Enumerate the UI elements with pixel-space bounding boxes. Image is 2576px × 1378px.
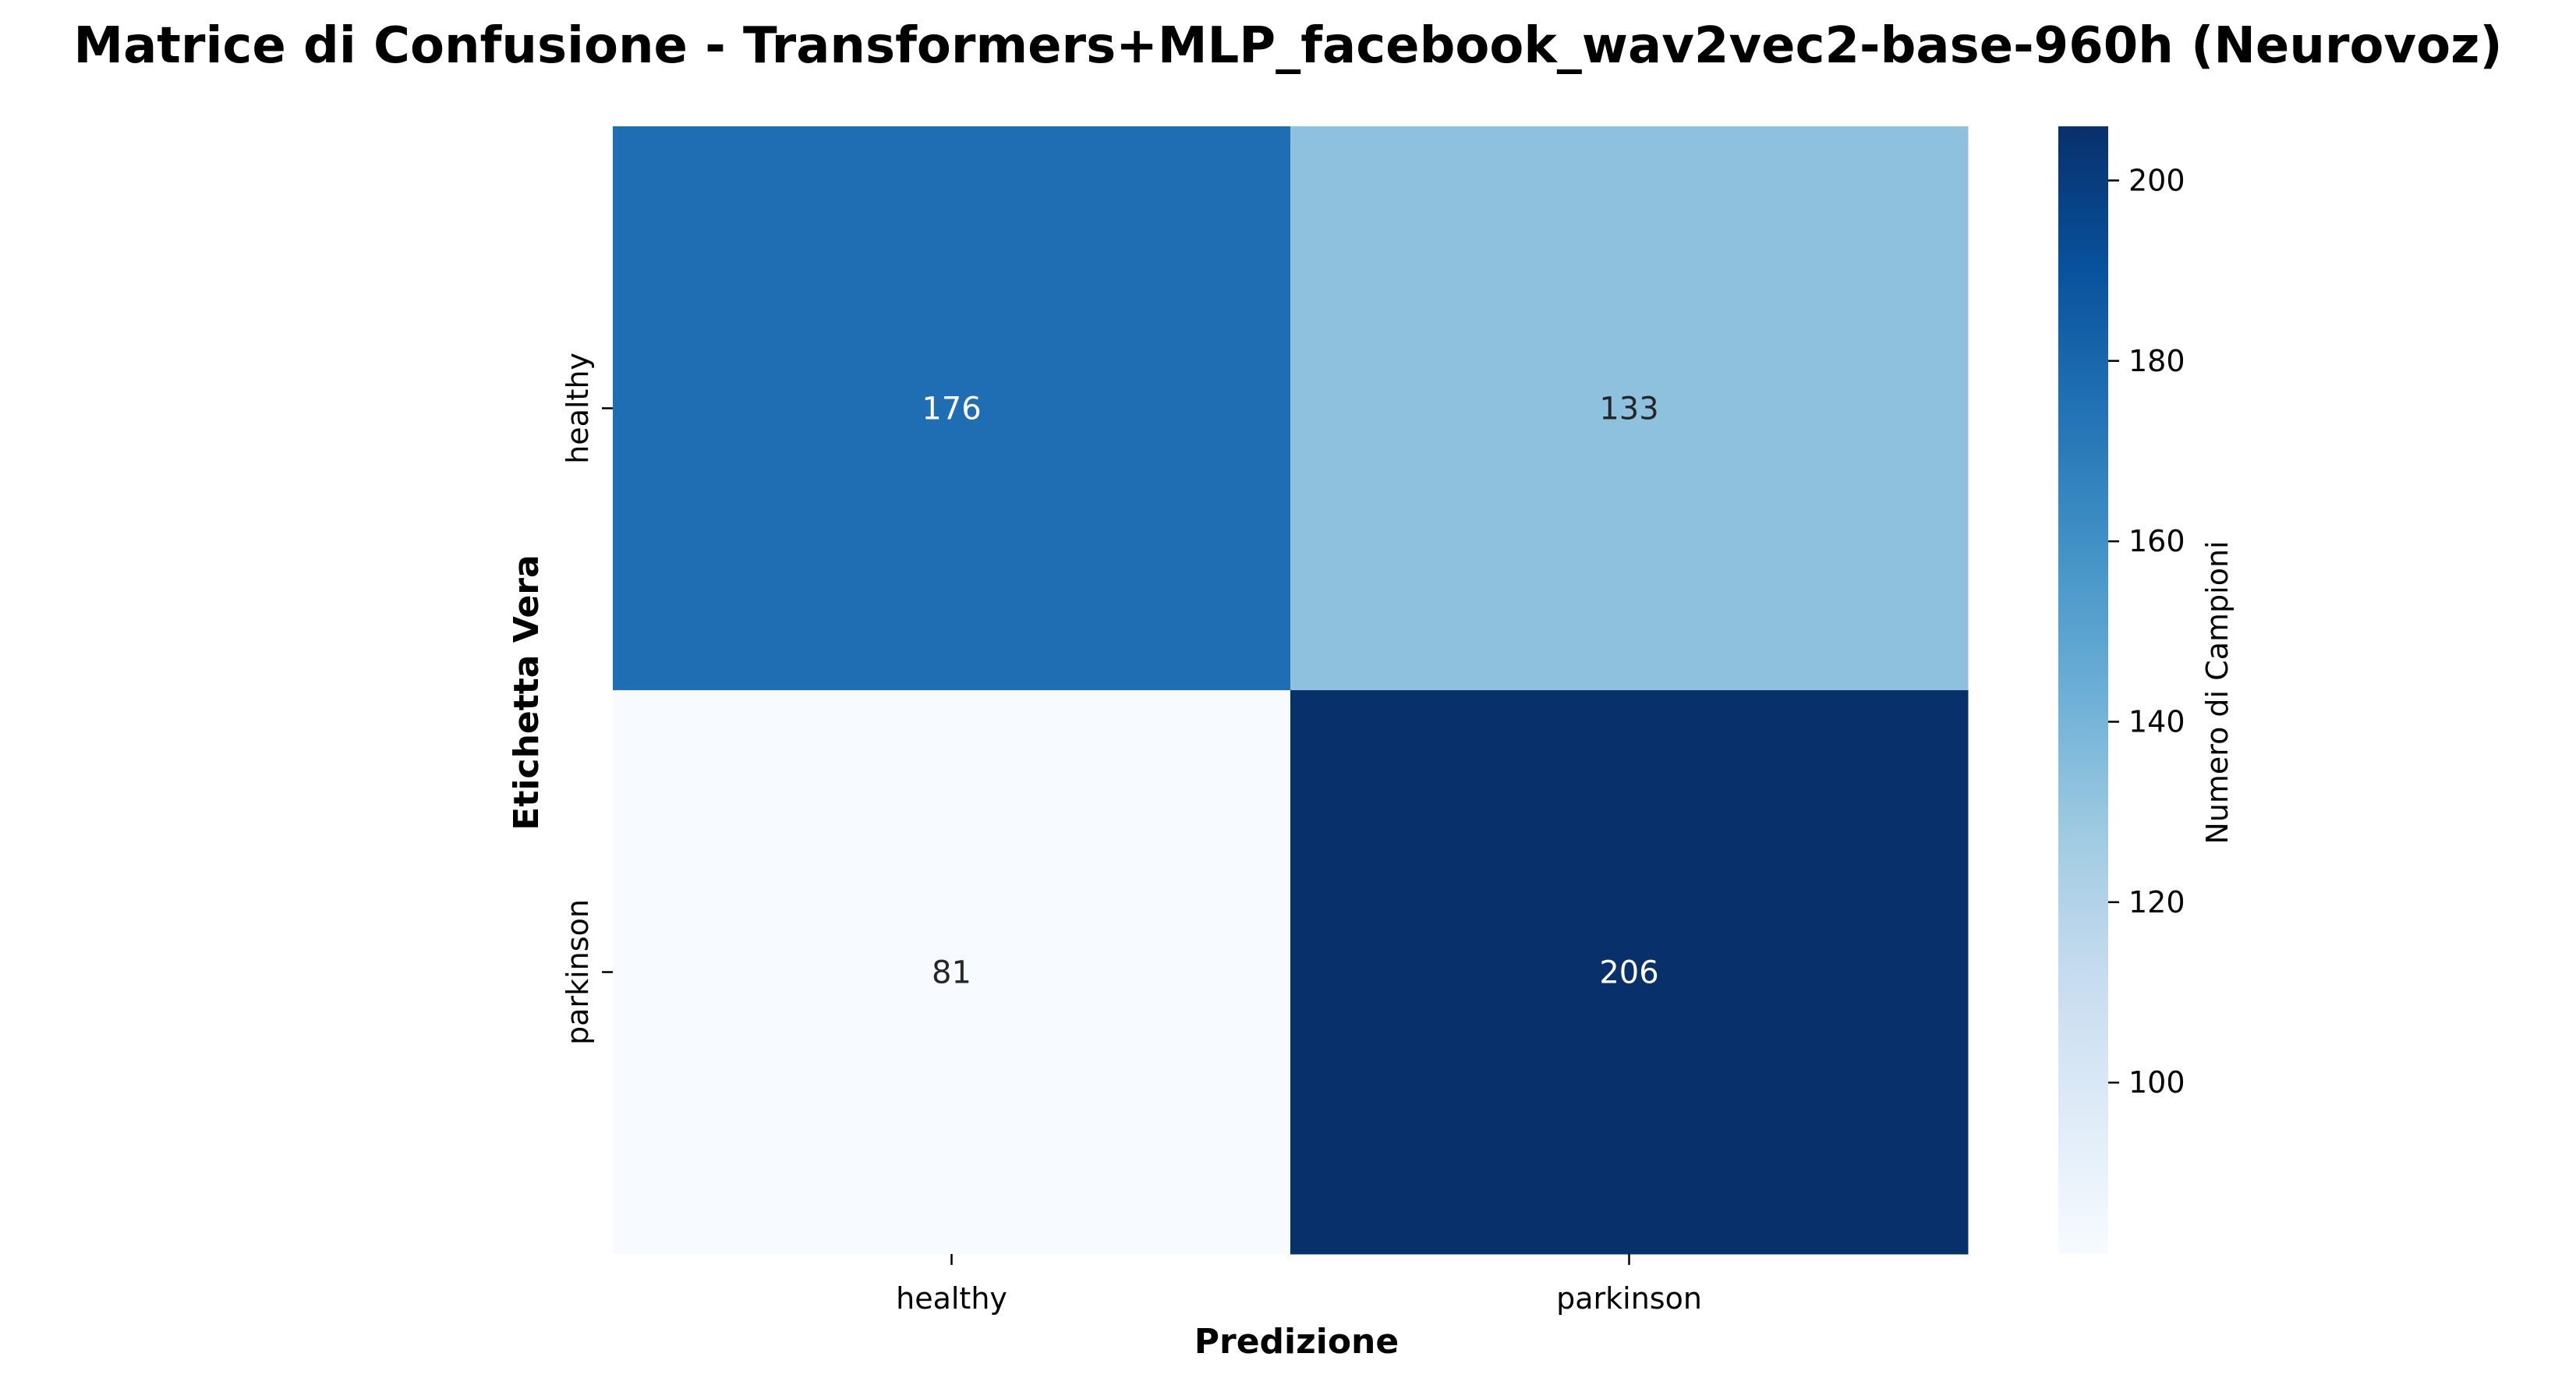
x-axis-label: Predizione <box>1194 1322 1399 1362</box>
colorbar-tick-label: 160 <box>2128 524 2185 558</box>
cell-value-label: 133 <box>1599 391 1658 427</box>
colorbar-tick-label: 200 <box>2128 163 2185 197</box>
colorbar-gradient <box>2058 126 2108 1254</box>
heatmap-cell-healthy-healthy <box>613 126 1291 691</box>
heatmap-cell-parkinson-parkinson <box>1290 690 1969 1255</box>
y-tick-label: healthy <box>561 352 595 464</box>
colorbar-tick-label: 140 <box>2128 704 2185 739</box>
colorbar: 100 120 140 160 180 200 Numero di Campioni <box>2058 126 2235 1254</box>
heatmap-cells <box>613 126 1969 1255</box>
colorbar-tick-label: 180 <box>2128 344 2185 378</box>
colorbar-label: Numero di Campioni <box>2200 540 2235 844</box>
cell-value-label: 206 <box>1599 955 1658 991</box>
heatmap-cell-parkinson-healthy <box>613 690 1291 1255</box>
cell-value-label: 81 <box>932 955 971 991</box>
chart-title: Matrice di Confusione - Transformers+MLP… <box>73 17 2502 75</box>
heatmap-cell-healthy-parkinson <box>1290 126 1969 691</box>
x-tick-label: healthy <box>896 1281 1007 1316</box>
colorbar-ticks: 100 120 140 160 180 200 <box>2108 163 2185 1100</box>
heatmap-cell-labels: 176 133 81 206 <box>922 391 1658 991</box>
x-tick-label: parkinson <box>1556 1281 1702 1316</box>
cell-value-label: 176 <box>922 391 981 427</box>
axis-ticks: healthy parkinson healthy parkinson <box>561 352 1702 1316</box>
y-axis-label: Etichetta Vera <box>507 554 547 830</box>
colorbar-tick-label: 100 <box>2128 1065 2185 1100</box>
y-tick-label: parkinson <box>561 899 595 1045</box>
colorbar-tick-label: 120 <box>2128 885 2185 919</box>
